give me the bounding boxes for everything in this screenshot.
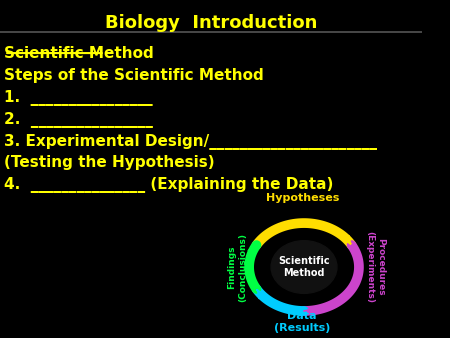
Text: Scientific
Method: Scientific Method [278, 256, 330, 278]
Text: Procedures
(Experiments): Procedures (Experiments) [365, 231, 385, 303]
Text: (Testing the Hypothesis): (Testing the Hypothesis) [4, 155, 215, 170]
Text: Data
(Results): Data (Results) [274, 311, 330, 333]
Text: Scientific Method: Scientific Method [4, 46, 154, 61]
Text: 2.  ________________: 2. ________________ [4, 112, 153, 127]
Text: Findings
(Conclusions): Findings (Conclusions) [228, 233, 247, 301]
Circle shape [271, 241, 337, 293]
Text: Biology  Introduction: Biology Introduction [105, 14, 317, 31]
Text: 1.  ________________: 1. ________________ [4, 90, 153, 105]
Text: 3. Experimental Design/______________________: 3. Experimental Design/_________________… [4, 134, 377, 149]
Text: Steps of the Scientific Method: Steps of the Scientific Method [4, 68, 264, 82]
Text: 4.  _______________ (Explaining the Data): 4. _______________ (Explaining the Data) [4, 177, 333, 193]
Text: Hypotheses: Hypotheses [266, 193, 340, 203]
